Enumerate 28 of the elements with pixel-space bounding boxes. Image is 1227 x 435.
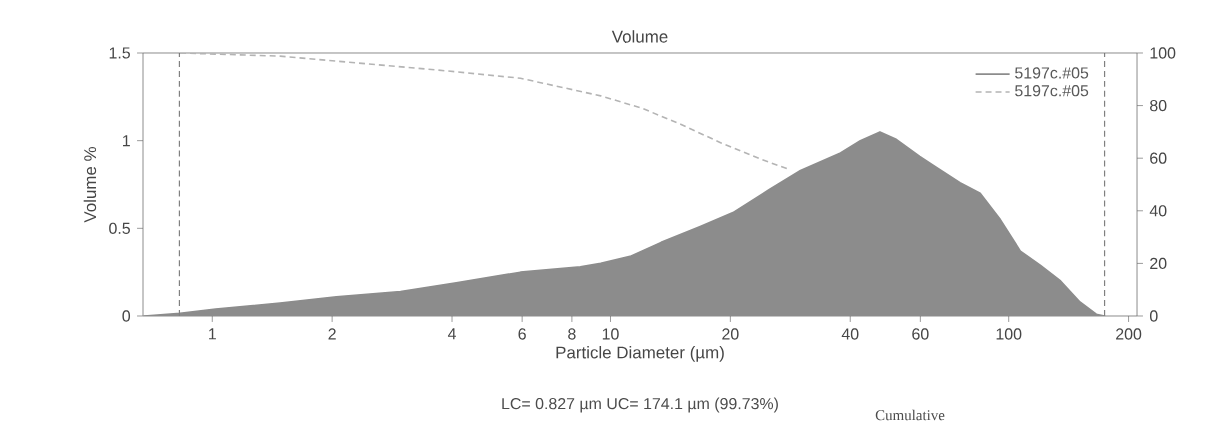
x-tick-label: 20 [722,328,739,340]
y-tick-label: 0 [122,310,131,322]
text: LC= 0.827 µm UC= 174.1 µm (99.73%) [502,397,778,413]
x-tick-label: 1 [209,328,216,340]
x-tick-label: 6 [518,328,526,340]
x-tick-label: 8 [568,328,576,340]
x-tick-label: 10 [602,328,619,340]
x-tick-label: 60 [912,328,929,340]
legend-label: 5197c.#05 [1015,85,1089,97]
y-tick-label: 1.5 [109,47,130,59]
x-tick-label: 40 [841,328,859,340]
x-axis-title: Particle Diameter (µm) [556,346,724,362]
chart-title: Volume [611,30,668,43]
x-tick-label: 4 [447,328,456,340]
y-axis-title: Volume % [83,146,97,223]
legend-label: 5197c.#05 [1015,67,1089,79]
x-tick-label: 200 [1116,328,1142,340]
y-tick-label: 1 [123,135,130,147]
y2-tick-label: 100 [1150,47,1176,59]
y2-tick-label: 0 [1149,310,1158,322]
y2-tick-label: 80 [1150,99,1167,112]
y2-tick-label: 60 [1150,152,1167,164]
y2-tick-label: 20 [1150,257,1167,270]
x-tick-label: 100 [996,328,1022,340]
x-tick-label: 2 [328,328,336,340]
y2-tick-label: 40 [1149,205,1167,217]
text: Cumulative [875,409,945,421]
y-tick-label: 0.5 [109,222,130,234]
